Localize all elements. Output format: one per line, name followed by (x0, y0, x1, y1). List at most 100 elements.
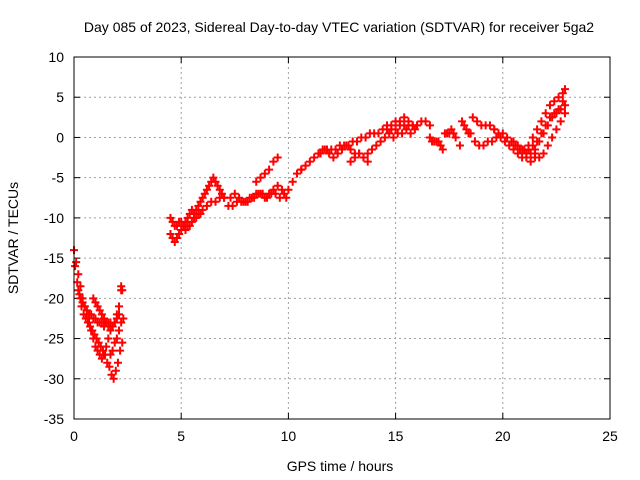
data-point (97, 354, 106, 363)
data-point (558, 97, 567, 106)
x-axis-label: GPS time / hours (287, 458, 394, 474)
data-point (117, 318, 126, 327)
data-point (425, 133, 434, 142)
data-point (88, 326, 97, 335)
data-point (537, 129, 546, 138)
data-point (82, 306, 91, 315)
y-tick-label: -10 (44, 210, 64, 226)
data-point (106, 350, 115, 359)
data-point (438, 145, 447, 154)
data-point (374, 129, 383, 138)
data-point (355, 149, 364, 158)
data-point (372, 141, 381, 150)
data-point (194, 201, 203, 210)
data-point (81, 314, 90, 323)
data-point (458, 117, 467, 126)
data-point (537, 117, 546, 126)
data-point (301, 161, 310, 170)
data-point (297, 165, 306, 174)
data-point (528, 141, 537, 150)
data-point (100, 314, 109, 323)
data-point (513, 141, 522, 150)
data-point (485, 121, 494, 130)
data-point (395, 117, 404, 126)
data-point (560, 101, 569, 110)
x-tick-label: 0 (70, 428, 78, 444)
data-point (76, 294, 85, 303)
data-point (89, 294, 98, 303)
data-point (363, 149, 372, 158)
data-point (105, 362, 114, 371)
data-point (455, 141, 464, 150)
data-point (215, 185, 224, 194)
data-point (113, 358, 122, 367)
y-axis-label: SDTVAR / TECUs (5, 182, 21, 294)
data-point (539, 149, 548, 158)
data-point (329, 153, 338, 162)
y-tick-label: -35 (44, 411, 64, 427)
data-point (548, 133, 557, 142)
data-point (110, 338, 119, 347)
data-point (462, 125, 471, 134)
data-point (91, 314, 100, 323)
data-point (550, 97, 559, 106)
data-point (115, 326, 124, 335)
data-point (103, 358, 112, 367)
data-point (94, 338, 103, 347)
data-point (172, 234, 181, 242)
data-point (533, 137, 542, 146)
data-point (554, 105, 563, 114)
data-point (200, 189, 209, 198)
data-point (436, 141, 445, 150)
y-tick-label: -25 (44, 331, 64, 347)
data-point (404, 117, 413, 126)
data-point (466, 129, 475, 138)
data-point (198, 193, 207, 202)
data-point (97, 310, 106, 319)
data-point (509, 137, 518, 146)
data-point (550, 109, 559, 118)
data-point (98, 346, 107, 355)
data-point (310, 153, 319, 162)
data-point (192, 213, 201, 222)
data-point (488, 137, 497, 146)
data-point (115, 302, 124, 311)
data-point (288, 177, 297, 186)
data-point (115, 310, 124, 319)
data-point (213, 181, 222, 190)
data-point (406, 129, 415, 138)
data-point (87, 310, 96, 319)
data-point (387, 121, 396, 130)
data-point (117, 282, 126, 291)
data-point (447, 125, 456, 134)
data-point (92, 334, 101, 343)
x-tick-label: 20 (495, 428, 511, 444)
data-point (202, 185, 211, 194)
data-point (166, 229, 175, 238)
data-point (342, 141, 351, 150)
data-point (473, 117, 482, 126)
data-point (490, 125, 499, 134)
data-point (273, 181, 282, 190)
data-point (86, 322, 95, 331)
data-point (556, 117, 565, 126)
y-tick-label: 0 (56, 129, 64, 145)
data-point (211, 177, 220, 186)
x-tick-label: 5 (177, 428, 185, 444)
data-point (425, 121, 434, 130)
data-point (235, 193, 244, 202)
data-point (108, 346, 117, 355)
data-point (363, 157, 372, 166)
data-point (226, 193, 235, 202)
data-point (380, 133, 389, 142)
data-point (402, 125, 411, 134)
data-point (560, 85, 569, 94)
data-point (545, 101, 554, 110)
data-point (252, 177, 261, 186)
data-point (198, 205, 207, 214)
data-point (543, 141, 552, 150)
data-point (470, 137, 479, 146)
y-tick-label: 10 (48, 49, 64, 65)
data-point (104, 334, 113, 343)
data-point (361, 133, 370, 142)
